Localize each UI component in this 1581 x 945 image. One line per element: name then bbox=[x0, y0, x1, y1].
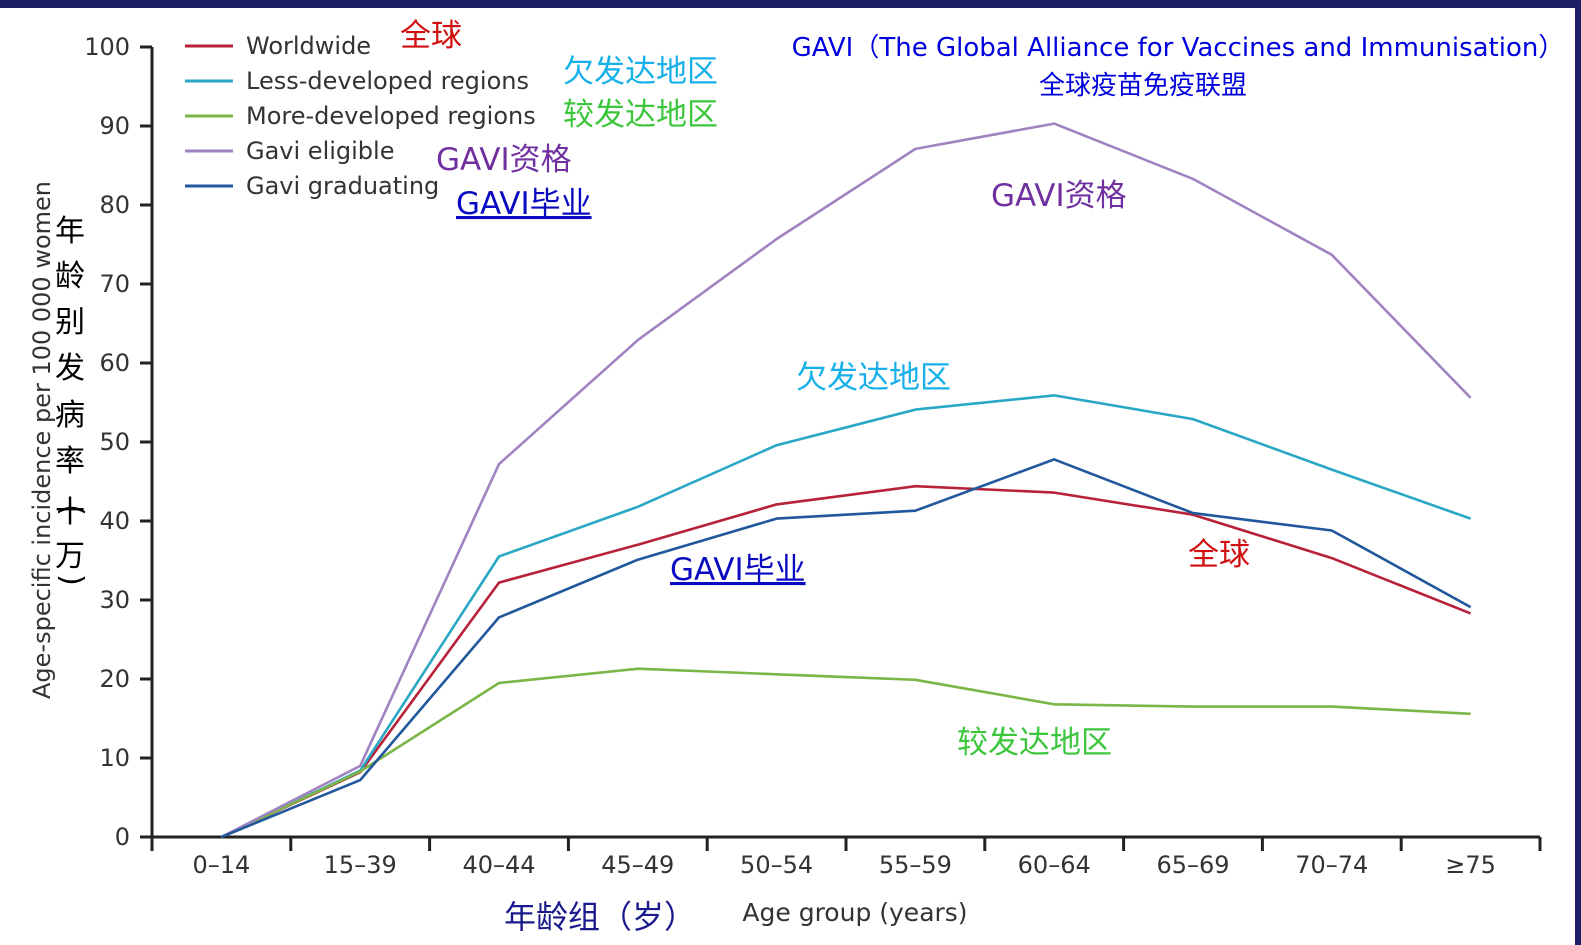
y-axis-label: Age-specific incidence per 100 000 women bbox=[28, 181, 56, 699]
top-banner-bar bbox=[0, 0, 1581, 8]
x-tick-label: 15–39 bbox=[324, 851, 397, 879]
x-tick-label: 45–49 bbox=[601, 851, 674, 879]
y-axis-label-cn-char: 病 bbox=[55, 398, 85, 433]
y-axis-label-cn-char: 发 bbox=[55, 351, 85, 386]
y-tick-label: 10 bbox=[99, 744, 130, 772]
x-tick-label: 60–64 bbox=[1018, 851, 1091, 879]
annotation-plot-label: GAVI毕业 bbox=[670, 552, 806, 588]
annotation-plot-label: GAVI资格 bbox=[991, 178, 1127, 214]
y-tick-label: 100 bbox=[84, 33, 130, 61]
y-tick-label: 80 bbox=[99, 191, 130, 219]
legend-label-more-developed-regions: More-developed regions bbox=[246, 102, 536, 130]
y-tick-label: 0 bbox=[115, 823, 130, 851]
y-axis-label-cn-char: 十 bbox=[55, 495, 85, 530]
series-line-more-developed-regions bbox=[220, 667, 1471, 839]
y-tick-label: 30 bbox=[99, 586, 130, 614]
legend-label-less-developed-regions: Less-developed regions bbox=[246, 67, 529, 95]
annotation-legend-label: GAVI资格 bbox=[436, 142, 572, 178]
chart-subtitle: 全球疫苗免疫联盟 bbox=[1039, 71, 1247, 101]
y-ticks: 0 10 20 30 40 50 60 70 80 90 100 bbox=[84, 33, 152, 851]
axes bbox=[150, 47, 1540, 839]
y-axis-label-cn-char: 率 bbox=[55, 444, 85, 479]
x-tick-label: 65–69 bbox=[1156, 851, 1229, 879]
y-axis-label-cn-char: ( bbox=[54, 504, 89, 516]
y-axis-label-cn-char: 年 bbox=[55, 214, 85, 249]
y-axis-label-cn-char: 万 bbox=[55, 539, 85, 574]
y-axis-label-cn-char: ) bbox=[54, 574, 89, 586]
annotation-plot-label: 全球 bbox=[1188, 537, 1250, 573]
annotation-legend-label: 全球 bbox=[400, 18, 462, 54]
x-tick-label: 70–74 bbox=[1295, 851, 1368, 879]
x-ticks: 0–14 15–39 40–44 45–49 50–54 55–59 60–64 65–69 7… bbox=[150, 837, 1542, 879]
series-line-worldwide bbox=[220, 484, 1472, 839]
legend-label-gavi-graduating: Gavi graduating bbox=[246, 172, 439, 200]
y-tick-label: 50 bbox=[99, 428, 130, 456]
annotation-plot-label: 欠发达地区 bbox=[796, 360, 951, 396]
legend-label-worldwide: Worldwide bbox=[246, 32, 371, 60]
y-tick-label: 60 bbox=[99, 349, 130, 377]
y-tick-label: 90 bbox=[99, 112, 130, 140]
legend-label-gavi-eligible: Gavi eligible bbox=[246, 137, 394, 165]
series-lines bbox=[220, 122, 1472, 839]
series-line-less-developed-regions bbox=[220, 394, 1472, 839]
legend: Worldwide Less-developed regions More-deve… bbox=[185, 32, 536, 200]
series-line-gavi-eligible bbox=[220, 122, 1472, 839]
y-tick-label: 20 bbox=[99, 665, 130, 693]
x-axis-label: Age group (years) bbox=[742, 898, 967, 927]
right-border-bar bbox=[1575, 8, 1581, 945]
y-tick-label: 70 bbox=[99, 270, 130, 298]
y-axis-label-cn-char: 别 bbox=[55, 305, 85, 340]
annotation-legend-label: 较发达地区 bbox=[563, 97, 718, 133]
x-axis-label-cn: 年龄组（岁） bbox=[504, 898, 696, 936]
series-line-gavi-graduating bbox=[220, 458, 1472, 839]
x-tick-label: 50–54 bbox=[740, 851, 813, 879]
x-tick-label: 0–14 bbox=[192, 851, 250, 879]
y-axis-label-cn-char: 龄 bbox=[55, 259, 85, 294]
x-tick-label: 40–44 bbox=[462, 851, 535, 879]
annotation-legend-label: 欠发达地区 bbox=[563, 54, 718, 90]
chart-title: GAVI（The Global Alliance for Vaccines an… bbox=[792, 33, 1565, 63]
x-tick-label: ≥75 bbox=[1445, 851, 1496, 879]
annotation-legend-label: GAVI毕业 bbox=[456, 186, 592, 222]
annotation-plot-label: 较发达地区 bbox=[957, 725, 1112, 761]
y-tick-label: 40 bbox=[99, 507, 130, 535]
x-tick-label: 55–59 bbox=[879, 851, 952, 879]
